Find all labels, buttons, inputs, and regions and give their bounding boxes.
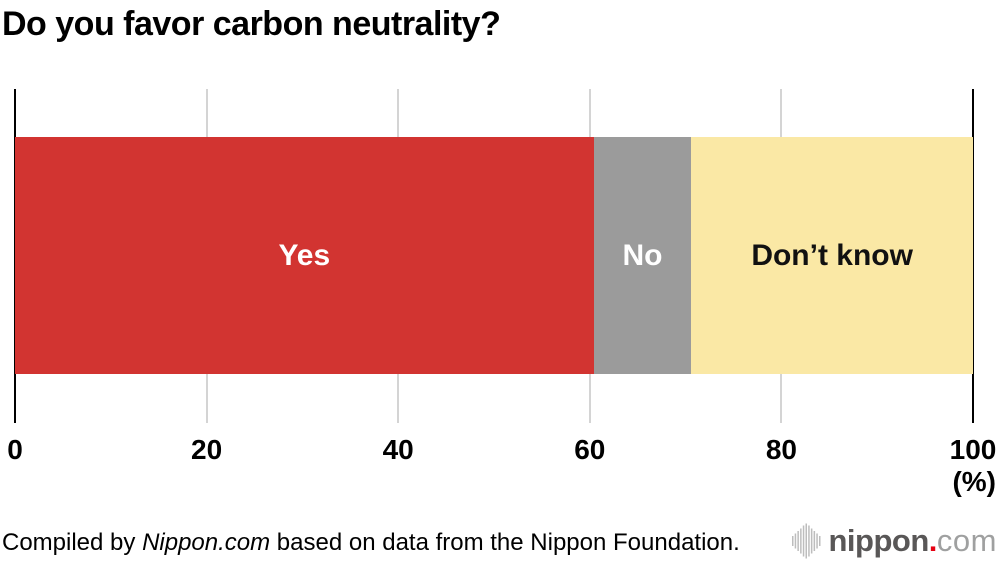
credit-prefix: Compiled by [2,529,143,556]
plot-area: Yes No Don’t know [14,89,974,423]
logo-wordmark: nippon. com [829,523,998,559]
segment-label: Yes [278,238,331,272]
x-tick-label: 40 [382,434,414,465]
logo-dot: . [928,523,938,558]
credit-suffix: based on data from the Nippon Foundation… [270,529,740,556]
x-tick-label: 60 [574,434,606,465]
x-axis-ticks: 0 20 40 60 80 100 [7,434,996,465]
chart-area: Yes No Don’t know [0,89,1000,423]
x-tick-label: 80 [765,434,797,465]
bar-segment-no: No [593,137,692,374]
axis-line [972,89,974,423]
x-tick-label: 0 [7,434,23,465]
axis-unit-label: (%) [952,466,996,497]
logo-name: nippon [828,523,930,558]
stacked-bar: Yes No Don’t know [15,137,973,374]
credit-source: Nippon.com [142,529,271,556]
bar-segment-yes: Yes [15,137,594,374]
source-credit: Compiled by Nippon.com based on data fro… [2,529,740,557]
logo-tld: com [936,523,997,558]
x-tick-label: 20 [191,434,223,465]
x-tick-label: 100 [949,434,997,465]
nippon-com-logo: nippon. com [791,523,998,559]
chart-title: Do you favor carbon neutrality? [2,5,501,43]
segment-label: Don’t know [751,238,913,272]
soundwave-bars-icon [791,523,820,559]
segment-label: No [622,238,663,272]
bar-segment-don-t-know: Don’t know [691,137,973,374]
